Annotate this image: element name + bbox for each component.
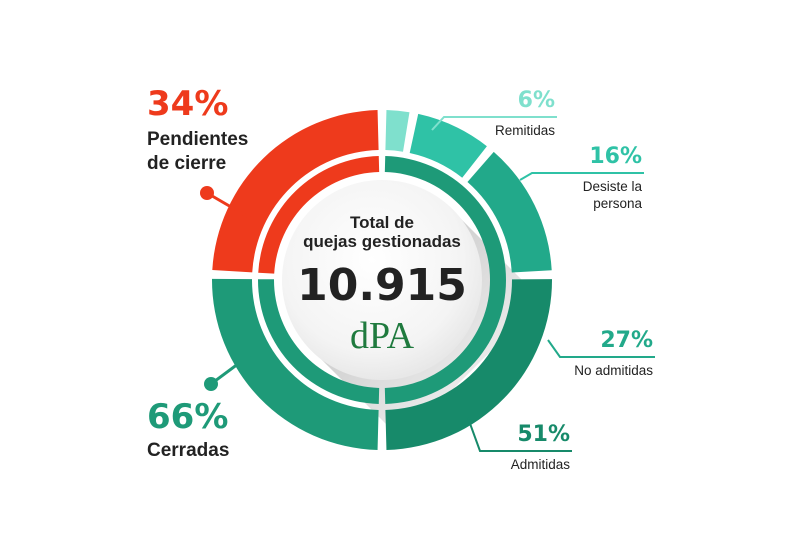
callout-dot-cerradas: [204, 377, 218, 391]
pct-label-remitidas: 6%: [518, 88, 555, 113]
center-total: 10.915: [297, 260, 467, 311]
callout-line-desiste-la-persona: [519, 172, 644, 181]
pct-label-no-admitidas: 27%: [600, 328, 653, 353]
name-label-cerradas: Cerradas: [147, 440, 229, 461]
callout-line-no-admitidas: [547, 339, 655, 358]
callout-layer: 6% Remitidas 16% Desiste la persona 27% No adm…: [147, 84, 655, 472]
callout-line-pendientes: [206, 191, 251, 220]
slice-cerradas-inner: [258, 279, 380, 404]
pct-label-desiste-la-persona: 16%: [589, 144, 642, 169]
slice-admitidas: [385, 279, 553, 450]
slice-pendientes-inner: [258, 156, 380, 274]
name-label-pendientes: Pendientes: [147, 129, 248, 150]
dpa-logo: dPA: [350, 315, 415, 357]
slice-remitidas: [385, 110, 410, 152]
callout-line-admitidas: [467, 417, 572, 452]
center-caption-line: Total de: [350, 213, 414, 232]
pct-label-pendientes: 34%: [147, 84, 228, 124]
pct-label-admitidas: 51%: [517, 422, 570, 447]
slice-no-admitidas: [467, 151, 552, 273]
name-label-admitidas: Admitidas: [511, 457, 571, 472]
callout-line-cerradas: [210, 353, 251, 386]
slice-pendientes-outer: [212, 110, 379, 273]
name-label-desiste-la-persona: persona: [593, 196, 642, 211]
slice-cerradas-outer: [211, 278, 379, 450]
pct-label-cerradas: 66%: [147, 397, 228, 437]
center-disc: [282, 180, 482, 380]
name-label-desiste-la-persona: Desiste la: [583, 179, 643, 194]
callout-line-remitidas: [431, 116, 557, 131]
ring-layer: [211, 110, 553, 450]
name-label-remitidas: Remitidas: [495, 123, 555, 138]
slice-desiste-la-persona: [409, 113, 487, 178]
name-label-no-admitidas: No admitidas: [574, 363, 653, 378]
callout-dot-pendientes: [200, 186, 214, 200]
inner-ring-right: [384, 156, 507, 404]
center-caption-line: quejas gestionadas: [303, 232, 461, 251]
name-label-pendientes: de cierre: [147, 153, 226, 174]
